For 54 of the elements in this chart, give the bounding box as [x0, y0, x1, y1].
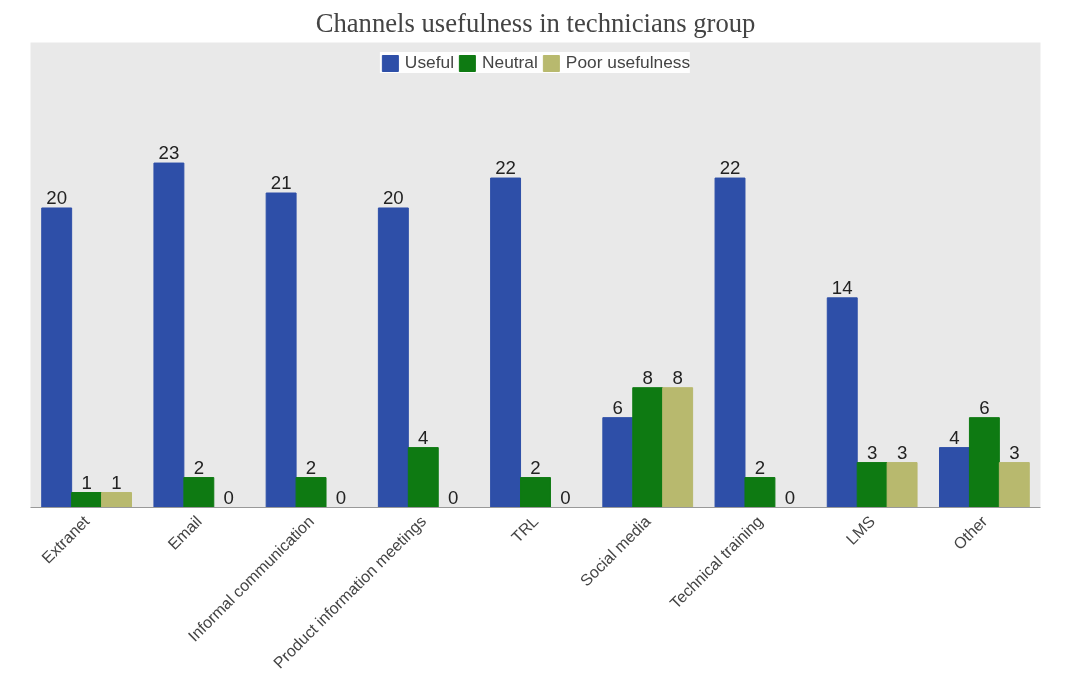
bar [520, 477, 551, 508]
bar [662, 387, 694, 508]
data-label: 0 [223, 486, 234, 508]
x-tick-label: TRL [508, 512, 542, 546]
bar [295, 477, 327, 508]
bar [101, 492, 132, 508]
data-label: 23 [158, 142, 180, 164]
bar [490, 177, 522, 508]
chart-title: Channels usefulness in technicians group [315, 7, 756, 38]
data-label: 3 [1009, 441, 1020, 463]
bar [153, 162, 185, 508]
data-label: 0 [335, 486, 347, 508]
data-label: 2 [754, 456, 766, 478]
data-label: 1 [81, 471, 92, 493]
data-label: 22 [719, 157, 741, 179]
bar [632, 387, 664, 508]
bar [744, 477, 776, 508]
data-label: 0 [448, 486, 459, 508]
bar [377, 207, 409, 508]
legend-label: Poor usefulness [565, 52, 691, 73]
data-label: 4 [949, 426, 960, 448]
bar [998, 462, 1030, 508]
data-label: 8 [672, 366, 683, 388]
data-label: 20 [46, 186, 68, 208]
data-label: 6 [612, 396, 623, 418]
legend-label: Neutral [481, 52, 538, 73]
bar [602, 417, 634, 508]
data-label: 14 [831, 276, 853, 298]
bar [407, 447, 439, 508]
data-label: 20 [382, 186, 404, 208]
bar [939, 447, 970, 508]
bar [265, 192, 297, 508]
bar [856, 462, 888, 508]
legend-label: Useful [404, 52, 454, 73]
data-label: 0 [784, 486, 796, 508]
bar [714, 177, 746, 508]
data-label: 6 [979, 396, 990, 418]
bar [183, 477, 215, 508]
data-label: 4 [418, 426, 429, 448]
bar [886, 462, 918, 508]
data-label: 8 [642, 366, 653, 388]
data-label: 22 [495, 157, 516, 179]
data-label: 1 [111, 471, 122, 493]
data-label: 3 [896, 441, 908, 463]
data-label: 2 [193, 456, 205, 478]
bar [968, 417, 1000, 508]
bar [71, 492, 103, 508]
data-label: 0 [560, 486, 571, 508]
data-label: 2 [305, 456, 317, 478]
bar [41, 207, 73, 508]
data-label: 21 [270, 172, 292, 194]
data-label: 2 [530, 456, 541, 478]
bar [826, 297, 858, 508]
data-label: 3 [866, 441, 878, 463]
